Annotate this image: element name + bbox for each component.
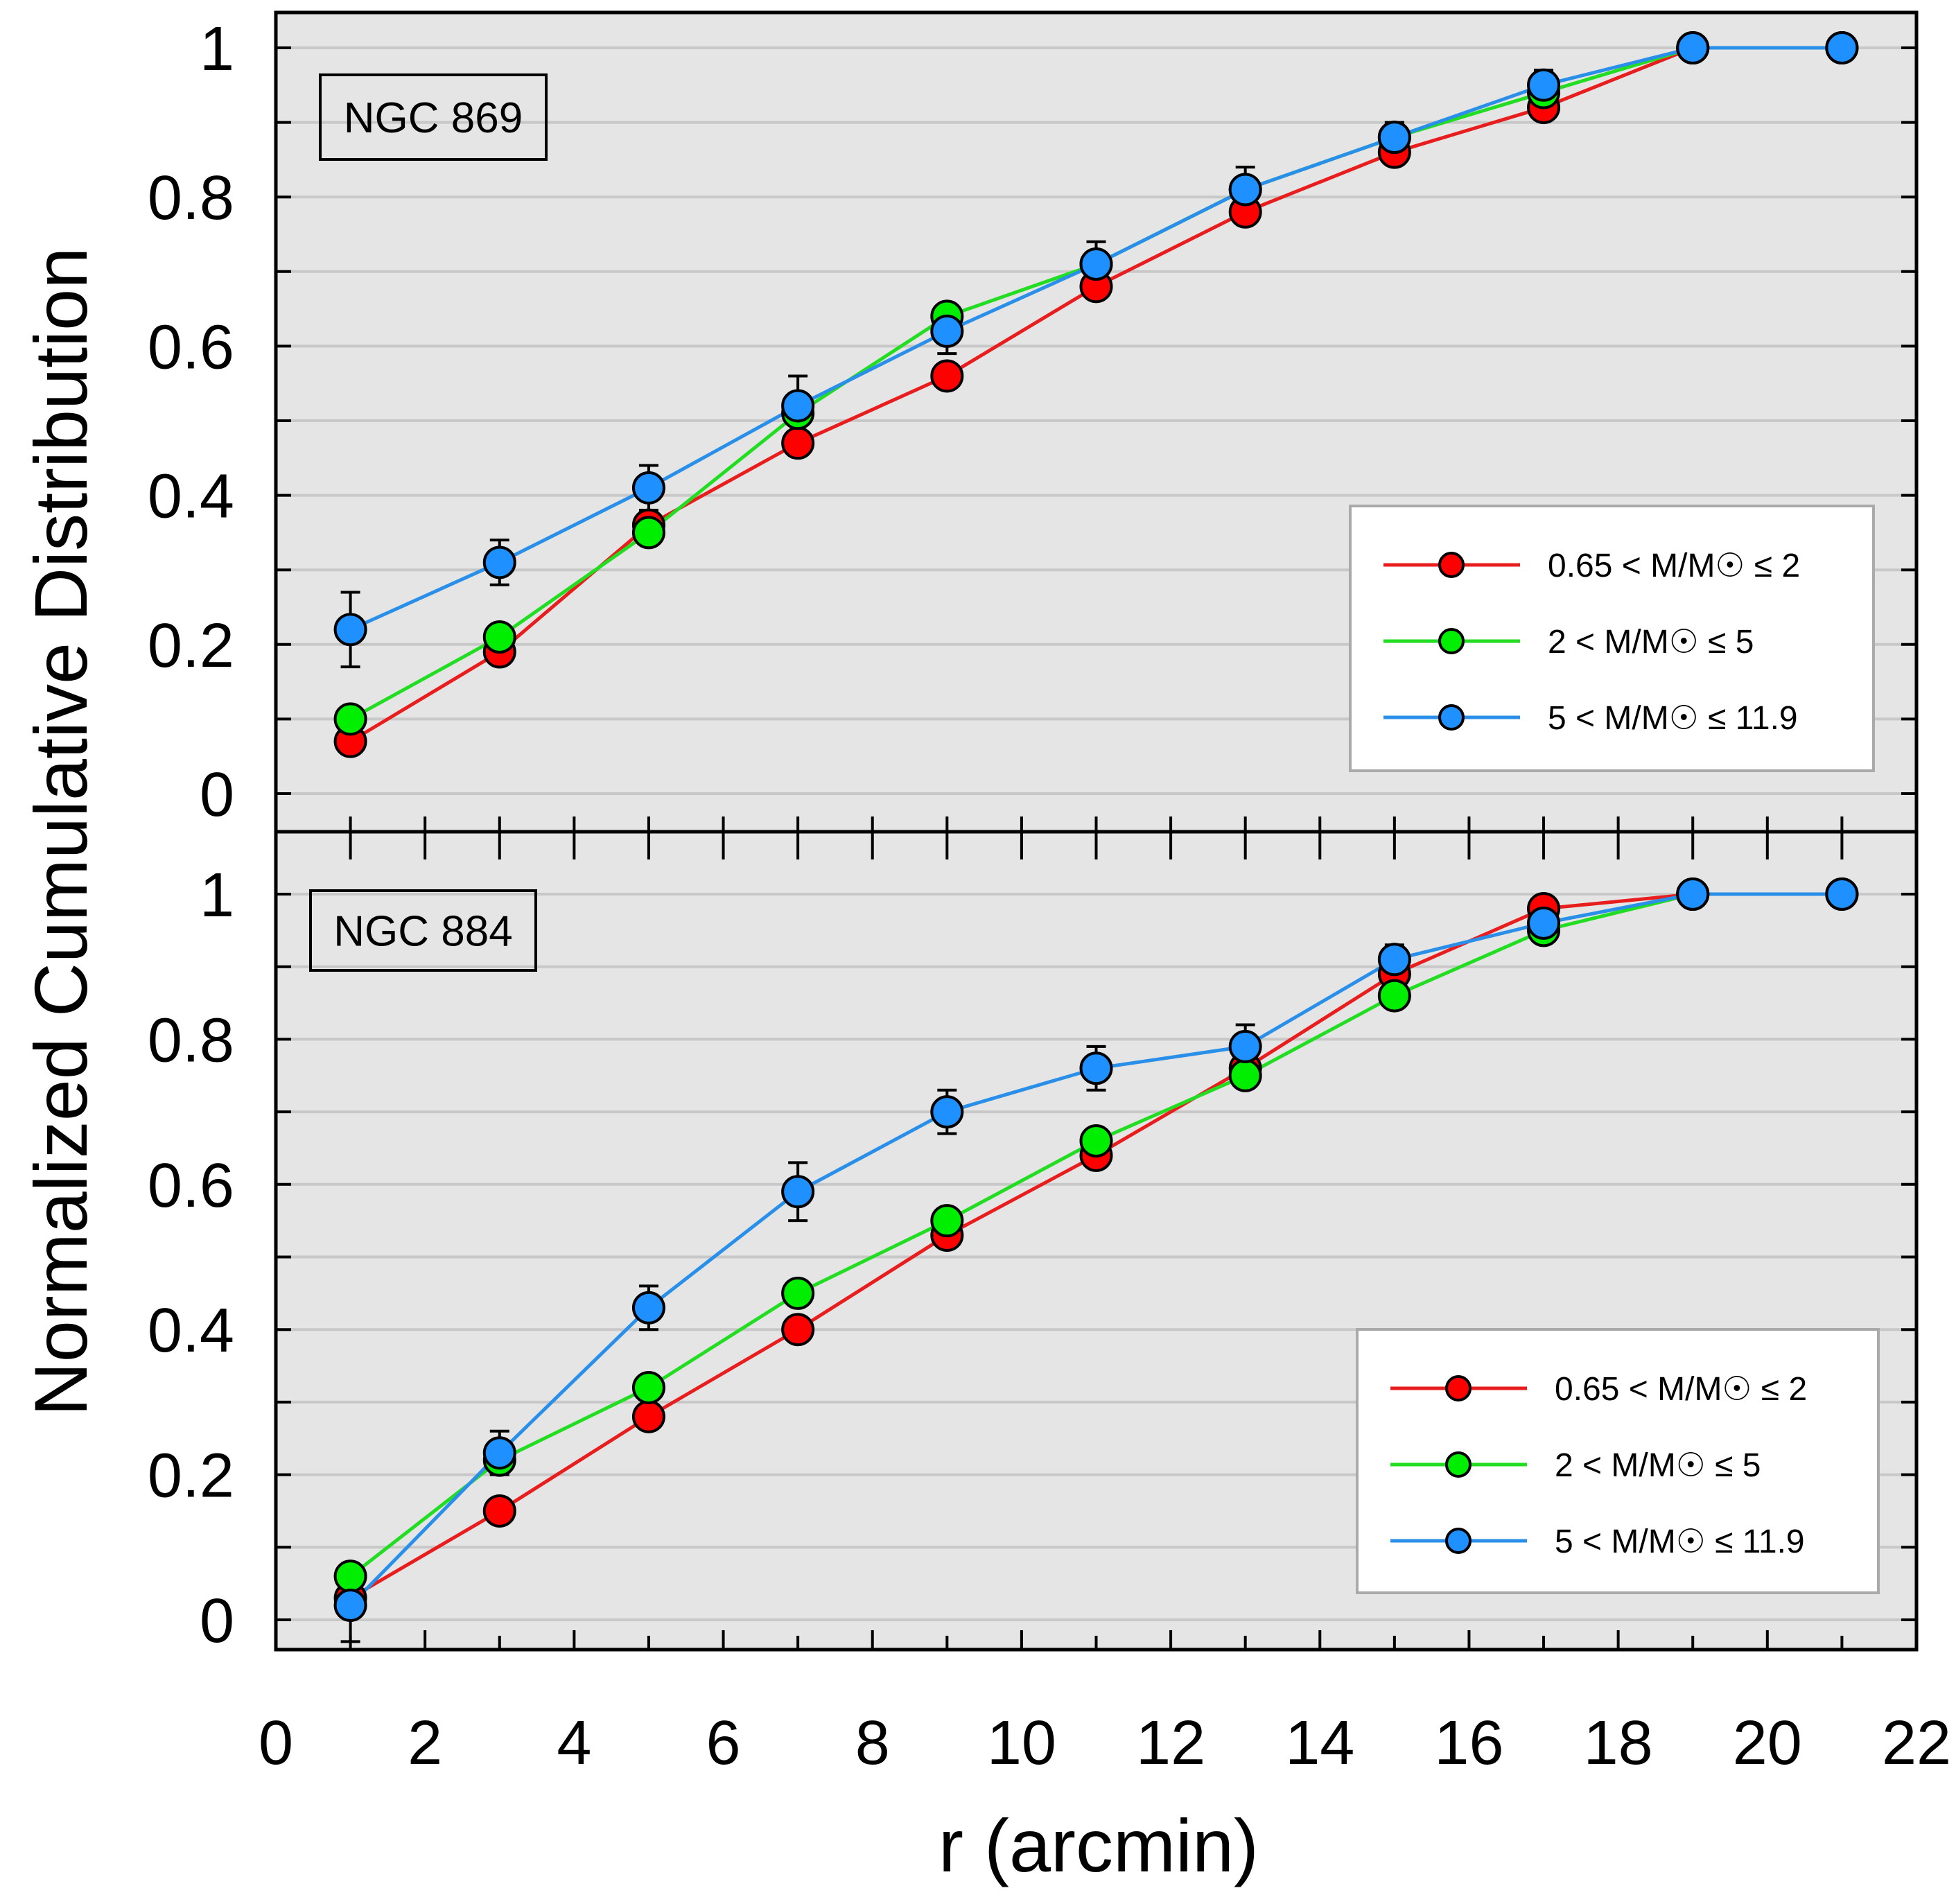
x-axis-title: r (arcmin) [938, 1803, 1259, 1887]
x-tick-label: 6 [706, 1709, 741, 1778]
legend-label: 5 < M/M☉ ≤ 11.9 [1555, 1523, 1805, 1560]
x-tick-label: 0 [259, 1709, 293, 1778]
y-axis-title: Normalized Cumulative Distribution [19, 247, 103, 1417]
data-point-2 [781, 1175, 815, 1209]
data-point-0 [781, 426, 815, 460]
data-point-2 [1228, 1029, 1262, 1063]
data-point-2 [631, 1291, 665, 1325]
data-point-1 [482, 620, 516, 654]
y-tick-label: 0.6 [148, 1151, 234, 1221]
legend-marker [1438, 628, 1465, 654]
data-point-0 [631, 1399, 665, 1433]
y-tick-label: 0.8 [148, 1006, 234, 1075]
x-tick-label: 18 [1584, 1709, 1653, 1778]
y-tick-label: 0.4 [148, 1296, 234, 1365]
cluster-label-box [309, 889, 537, 972]
data-point-2 [1377, 121, 1411, 155]
legend-marker [1445, 1375, 1472, 1401]
legend-box [1356, 1328, 1880, 1594]
data-point-2 [333, 613, 367, 647]
data-point-1 [781, 1276, 815, 1310]
data-point-2 [1825, 31, 1859, 64]
y-tick-label: 1 [200, 15, 234, 84]
data-point-2 [1079, 247, 1113, 281]
x-tick-label: 22 [1882, 1709, 1951, 1778]
y-tick-label: 0 [200, 760, 234, 830]
x-tick-label: 12 [1136, 1709, 1205, 1778]
data-point-2 [631, 471, 665, 505]
y-tick-label: 0.6 [148, 313, 234, 382]
legend-label: 2 < M/M☉ ≤ 5 [1548, 624, 1754, 661]
data-point-1 [333, 1560, 367, 1593]
cluster-label: NGC 884 [333, 908, 512, 956]
data-point-1 [631, 1370, 665, 1404]
data-point-0 [930, 359, 964, 393]
legend-label: 0.65 < M/M☉ ≤ 2 [1555, 1371, 1807, 1408]
y-tick-label: 0.8 [148, 164, 234, 233]
data-point-2 [781, 389, 815, 423]
cluster-label: NGC 869 [344, 94, 523, 142]
data-point-0 [482, 1494, 516, 1528]
x-tick-label: 20 [1733, 1709, 1802, 1778]
legend-box [1349, 505, 1875, 772]
x-tick-label: 16 [1434, 1709, 1503, 1778]
legend-label: 0.65 < M/M☉ ≤ 2 [1548, 548, 1800, 584]
data-point-2 [930, 1095, 964, 1129]
data-point-1 [1079, 1124, 1113, 1158]
data-point-2 [1676, 31, 1710, 64]
x-tick-label: 4 [557, 1709, 591, 1778]
data-point-1 [631, 516, 665, 550]
data-point-2 [482, 1436, 516, 1470]
y-tick-label: 0.4 [148, 462, 234, 532]
data-point-2 [1228, 173, 1262, 207]
data-point-1 [1228, 1058, 1262, 1092]
y-tick-label: 0.2 [148, 611, 234, 681]
data-point-2 [930, 314, 964, 348]
data-point-1 [1377, 979, 1411, 1013]
x-tick-label: 10 [987, 1709, 1056, 1778]
data-point-2 [1079, 1051, 1113, 1085]
panel-1: 0 0.2 0.4 0.6 0.8 1 NGC 884 0.65 < M/M☉ ≤ 2 2 < … [148, 830, 1919, 1656]
legend-label: 5 < M/M☉ ≤ 11.9 [1548, 700, 1798, 737]
y-tick-label: 0 [200, 1587, 234, 1656]
data-point-2 [333, 1589, 367, 1623]
data-point-2 [1377, 943, 1411, 977]
data-point-2 [1825, 877, 1859, 911]
x-tick-label: 2 [408, 1709, 442, 1778]
legend-label: 2 < M/M☉ ≤ 5 [1555, 1447, 1761, 1484]
x-tick-label: 8 [855, 1709, 890, 1778]
y-tick-label: 0.2 [148, 1442, 234, 1511]
panel-0: 0 0.2 0.4 0.6 0.8 1 NGC 869 0.65 < M/M☉ ≤ 2 2 < … [148, 10, 1919, 859]
data-point-2 [482, 545, 516, 579]
data-point-2 [1527, 906, 1561, 940]
data-point-2 [1527, 68, 1561, 102]
legend-marker [1445, 1451, 1472, 1478]
cluster-label-box [319, 73, 548, 161]
data-point-1 [333, 702, 367, 736]
legend-marker [1438, 552, 1465, 578]
data-point-0 [781, 1313, 815, 1347]
legend-marker [1438, 704, 1465, 731]
y-tick-label: 1 [200, 861, 234, 930]
data-point-2 [1676, 877, 1710, 911]
x-tick-label: 14 [1285, 1709, 1354, 1778]
legend-marker [1445, 1528, 1472, 1554]
data-point-1 [930, 1204, 964, 1238]
